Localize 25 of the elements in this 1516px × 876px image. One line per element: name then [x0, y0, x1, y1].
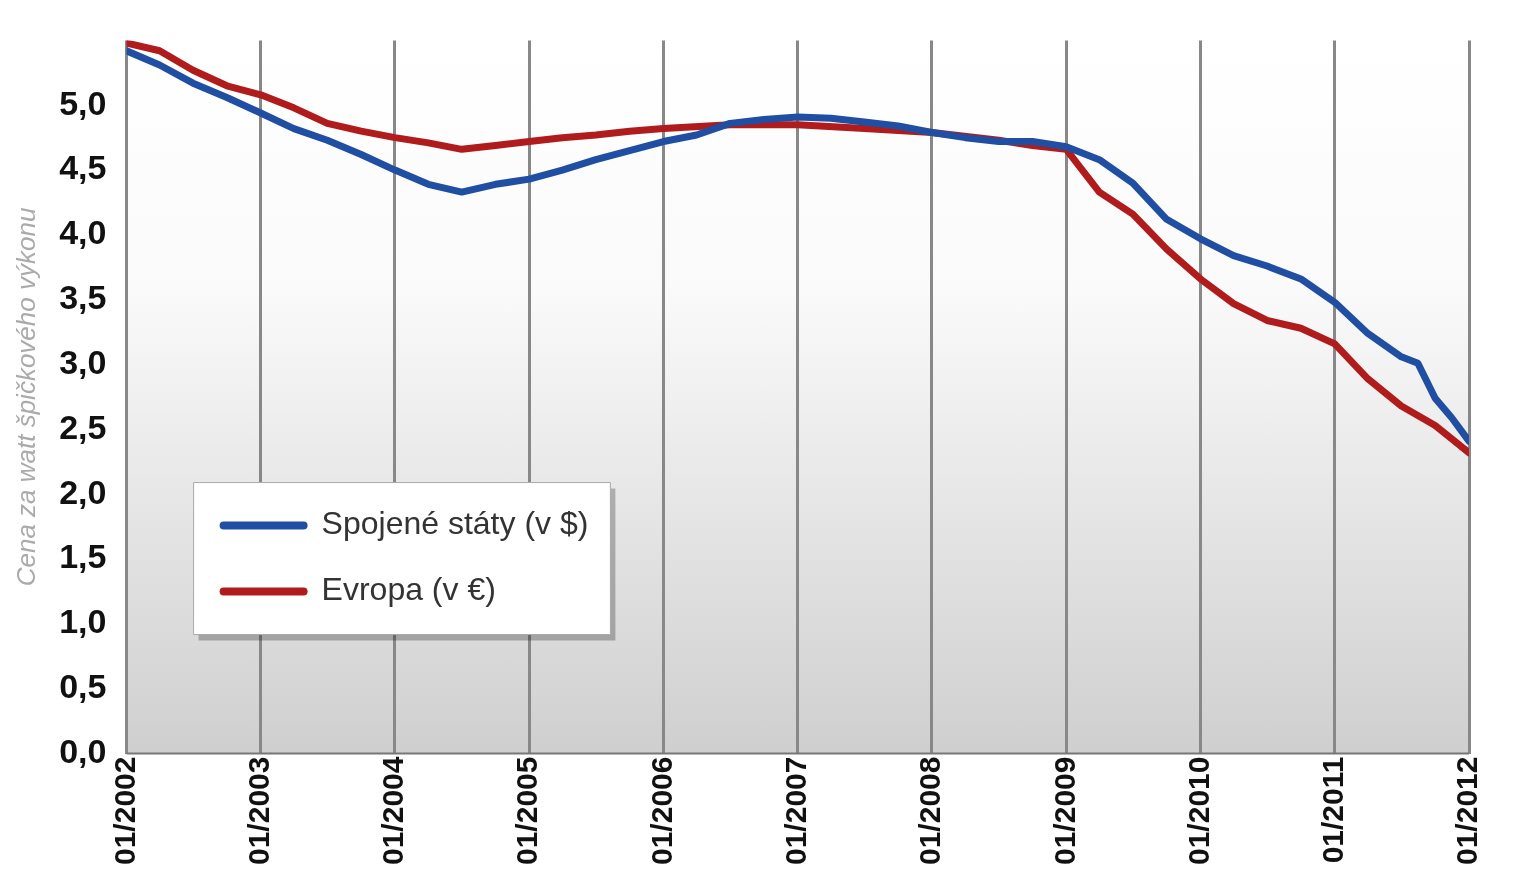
- y-tick-label: 5,0: [59, 83, 107, 122]
- x-tick-label: 01/2004: [376, 756, 410, 866]
- x-tick-label: 01/2006: [644, 756, 678, 866]
- x-tick-label: 01/2011: [1316, 756, 1350, 864]
- x-tick-label: 01/2003: [241, 756, 275, 866]
- y-tick-label: 3,0: [59, 342, 107, 381]
- y-tick-label: 3,5: [59, 278, 107, 317]
- y-axis-title: Cena za watt špičkového výkonu: [10, 207, 41, 587]
- x-tick-label: 01/2009: [1047, 756, 1081, 866]
- y-tick-label: 1,0: [59, 602, 107, 641]
- x-tick-label: 01/2002: [107, 756, 141, 866]
- y-tick-label: 0,5: [59, 667, 107, 706]
- x-tick-label: 01/2007: [779, 756, 812, 866]
- x-tick-label: 01/2008: [913, 756, 947, 866]
- x-tick-label: 01/2005: [510, 756, 544, 866]
- x-tick-label: 01/2012: [1450, 756, 1484, 866]
- x-tick-label: 01/2010: [1181, 756, 1215, 866]
- y-tick-label: 2,0: [59, 472, 107, 511]
- y-tick-label: 2,5: [59, 407, 107, 446]
- y-tick-label: 4,0: [59, 213, 107, 252]
- y-tick-label: 4,5: [59, 148, 107, 187]
- y-tick-label: 1,5: [59, 537, 107, 576]
- legend-label: Evropa (v €): [321, 571, 496, 608]
- legend-label: Spojené státy (v $): [321, 505, 589, 542]
- y-tick-label: 0,0: [59, 731, 107, 770]
